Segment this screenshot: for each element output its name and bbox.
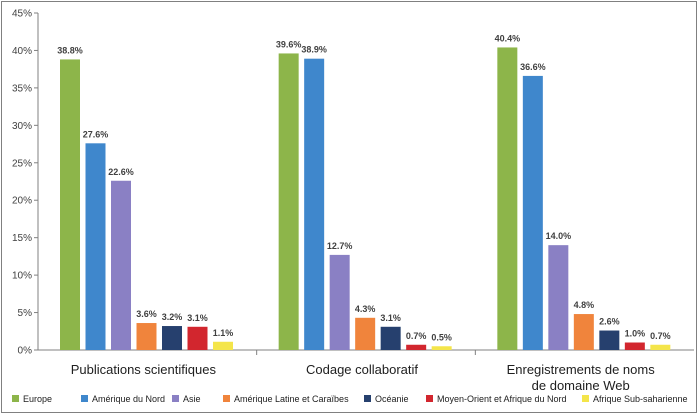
y-tick-label: 35% bbox=[12, 83, 32, 94]
legend-entry: Océanie bbox=[375, 394, 409, 404]
data-label: 4.8% bbox=[574, 300, 595, 310]
legend-swatch bbox=[582, 395, 589, 402]
data-label: 3.2% bbox=[162, 312, 183, 322]
y-tick-label: 5% bbox=[18, 308, 33, 319]
y-tick-label: 40% bbox=[12, 46, 32, 57]
y-tick-label: 15% bbox=[12, 233, 32, 244]
data-label: 40.4% bbox=[495, 33, 521, 43]
legend-swatch bbox=[223, 395, 230, 402]
y-tick-label: 30% bbox=[12, 121, 32, 132]
category-label: de domaine Web bbox=[532, 378, 630, 393]
data-label: 22.6% bbox=[108, 167, 134, 177]
legend-swatch bbox=[426, 395, 433, 402]
bar bbox=[355, 317, 376, 350]
bar bbox=[406, 344, 427, 350]
data-label: 14.0% bbox=[546, 231, 572, 241]
legend-entry: Europe bbox=[23, 394, 52, 404]
data-label: 27.6% bbox=[83, 129, 109, 139]
bar bbox=[187, 326, 208, 350]
bar bbox=[162, 326, 182, 350]
bar bbox=[111, 180, 131, 350]
data-label: 3.1% bbox=[380, 313, 401, 323]
bar bbox=[213, 341, 233, 350]
data-label: 0.7% bbox=[650, 331, 671, 341]
bar bbox=[650, 344, 671, 350]
y-tick-label: 20% bbox=[12, 196, 32, 207]
bar bbox=[380, 326, 401, 350]
y-tick-label: 25% bbox=[12, 158, 32, 169]
legend-swatch bbox=[12, 395, 19, 402]
bar bbox=[85, 143, 106, 350]
data-label: 39.6% bbox=[276, 39, 302, 49]
data-label: 1.1% bbox=[213, 328, 234, 338]
legend-entry: Asie bbox=[183, 394, 201, 404]
category-label: Codage collaboratif bbox=[306, 362, 418, 377]
y-tick-label: 45% bbox=[12, 9, 32, 20]
bar bbox=[278, 53, 299, 350]
legend-entry: Amérique Latine et Caraïbes bbox=[234, 394, 349, 404]
y-tick-label: 10% bbox=[12, 271, 32, 282]
category-label: Enregistrements de noms bbox=[507, 362, 656, 377]
data-label: 0.5% bbox=[431, 332, 452, 342]
data-label: 0.7% bbox=[406, 331, 427, 341]
data-label: 2.6% bbox=[599, 317, 620, 327]
data-label: 38.9% bbox=[301, 45, 327, 55]
data-label: 4.3% bbox=[355, 304, 376, 314]
bar bbox=[329, 254, 350, 350]
bar bbox=[548, 245, 569, 350]
data-label: 12.7% bbox=[327, 241, 353, 251]
data-label: 36.6% bbox=[520, 62, 546, 72]
legend-swatch bbox=[172, 395, 179, 402]
data-label: 1.0% bbox=[625, 329, 646, 339]
bar bbox=[136, 323, 157, 350]
data-label: 3.6% bbox=[136, 309, 157, 319]
bar bbox=[522, 75, 543, 350]
y-tick-label: 0% bbox=[18, 346, 33, 357]
bar bbox=[573, 314, 594, 350]
legend-entry: Afrique Sub-saharienne bbox=[593, 394, 688, 404]
bar bbox=[497, 47, 518, 351]
legend-swatch bbox=[364, 395, 371, 402]
bar bbox=[599, 330, 620, 350]
bar bbox=[431, 346, 452, 350]
legend-entry: Amérique du Nord bbox=[92, 394, 165, 404]
bar bbox=[624, 342, 645, 350]
data-label: 3.1% bbox=[187, 313, 208, 323]
data-label: 38.8% bbox=[57, 45, 83, 55]
category-label: Publications scientifiques bbox=[71, 362, 217, 377]
legend-entry: Moyen-Orient et Afrique du Nord bbox=[437, 394, 567, 404]
legend-swatch bbox=[81, 395, 88, 402]
bar bbox=[60, 59, 80, 350]
bar bbox=[304, 58, 325, 350]
